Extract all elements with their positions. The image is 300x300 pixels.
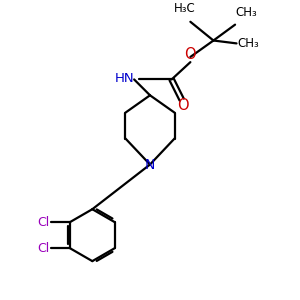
- Text: O: O: [177, 98, 189, 113]
- Text: H₃C: H₃C: [174, 2, 196, 15]
- Text: O: O: [184, 47, 196, 62]
- Text: Cl: Cl: [37, 216, 49, 229]
- Text: CH₃: CH₃: [236, 7, 257, 20]
- Text: N: N: [145, 158, 155, 172]
- Text: CH₃: CH₃: [238, 37, 260, 50]
- Text: HN: HN: [115, 71, 135, 85]
- Text: Cl: Cl: [37, 242, 49, 255]
